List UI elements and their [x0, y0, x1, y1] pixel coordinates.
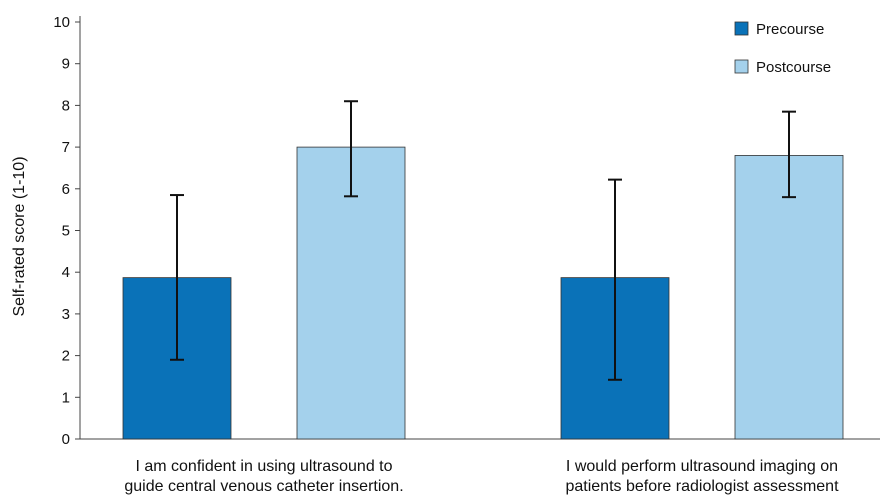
- legend: Precourse Postcourse: [734, 21, 831, 76]
- bar-postcourse-2: [734, 155, 844, 440]
- legend-swatch-precourse: [734, 21, 749, 36]
- y-tick-label: 2: [62, 348, 70, 365]
- legend-swatch-postcourse: [734, 59, 749, 74]
- bars: [122, 146, 844, 440]
- legend-label-precourse: Precourse: [756, 21, 824, 38]
- y-tick-label: 7: [62, 139, 70, 156]
- y-tick-label: 9: [62, 56, 70, 73]
- y-tick-label: 0: [62, 431, 70, 448]
- error-bar-precourse-2: [608, 178, 622, 381]
- y-tick-label: 3: [62, 306, 70, 323]
- y-axis-label: Self-rated score (1-10): [11, 156, 28, 316]
- y-tick-label: 4: [62, 264, 70, 281]
- y-tick-label: 8: [62, 97, 70, 114]
- error-bar-postcourse-2: [782, 110, 796, 199]
- error-bar-postcourse-1: [344, 100, 358, 198]
- y-ticks: 0 1 2 3 4 5 6 7 8 9 10: [53, 14, 80, 448]
- error-bars: [170, 100, 796, 381]
- y-tick-label: 5: [62, 223, 70, 240]
- category-labels: I am confident in using ultrasound to gui…: [124, 458, 839, 495]
- y-tick-label: 6: [62, 181, 70, 198]
- x-category-label-1: I am confident in using ultrasound to gui…: [124, 458, 403, 495]
- error-bar-precourse-1: [170, 194, 184, 361]
- y-tick-label: 10: [53, 14, 70, 31]
- x-category-label-2: I would perform ultrasound imaging on pat…: [565, 458, 839, 495]
- y-tick-label: 1: [62, 389, 70, 406]
- legend-label-postcourse: Postcourse: [756, 59, 831, 76]
